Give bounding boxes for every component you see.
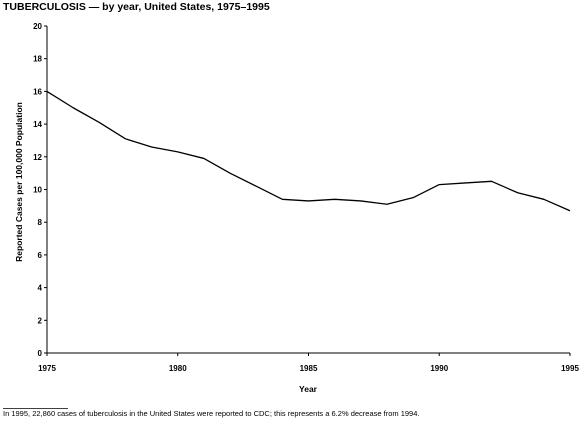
x-tick-label: 1985 [300, 364, 318, 373]
footnote: In 1995, 22,860 cases of tuberculosis in… [3, 409, 419, 418]
y-tick-label: 16 [33, 87, 42, 96]
y-tick-label: 14 [33, 120, 42, 129]
y-tick-label: 10 [33, 186, 42, 195]
y-tick-label: 18 [33, 55, 42, 64]
y-tick-label: 6 [38, 251, 43, 260]
x-axis-ticks: 1975 1980 1985 1990 1995 [38, 353, 579, 373]
chart-title: TUBERCULOSIS — by year, United States, 1… [3, 1, 270, 13]
x-tick-label: 1990 [430, 364, 448, 373]
y-tick-label: 12 [33, 153, 42, 162]
y-tick-label: 8 [38, 218, 43, 227]
y-tick-label: 0 [38, 349, 43, 358]
y-tick-label: 4 [38, 284, 43, 293]
y-tick-label: 20 [33, 22, 42, 31]
x-tick-label: 1980 [169, 364, 187, 373]
x-tick-label: 1995 [561, 364, 579, 373]
plot-area: 0 2 4 6 8 10 12 14 16 18 20 1975 1980 1985 1990 1995 [33, 22, 579, 373]
series-line-tuberculosis-rate [46, 90, 571, 212]
x-tick-label: 1975 [38, 364, 56, 373]
y-axis-label: Reported Cases per 100,000 Population [14, 102, 24, 262]
x-axis-label: Year [299, 384, 318, 394]
y-axis-ticks: 0 2 4 6 8 10 12 14 16 18 20 [33, 22, 47, 358]
y-tick-label: 2 [38, 316, 43, 325]
